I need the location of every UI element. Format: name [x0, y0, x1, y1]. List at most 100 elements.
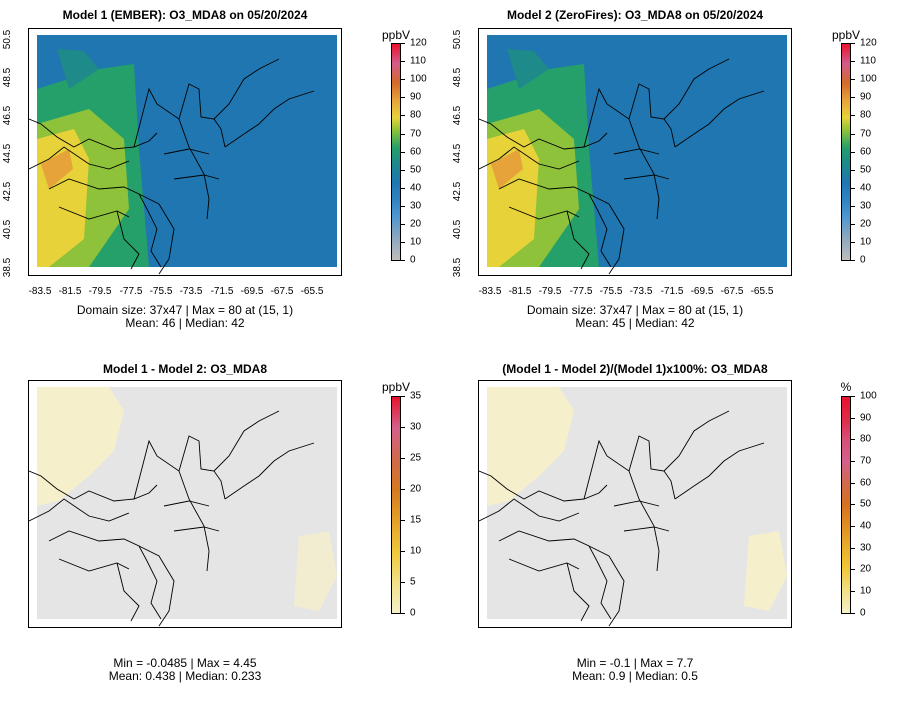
- colorbar-tick: 110: [410, 55, 426, 67]
- x-tick: -83.5: [478, 286, 502, 297]
- map-frame: [28, 28, 342, 276]
- colorbar-tick: 60: [860, 146, 872, 158]
- colorbar-tick: 90: [410, 91, 422, 103]
- colorbar-tick: 30: [860, 542, 872, 554]
- stats-line-2: Mean: 0.9 | Median: 0.5: [572, 669, 698, 683]
- y-tick: 42.5: [2, 181, 14, 202]
- colorbar-tick: 20: [860, 563, 872, 575]
- x-tick: -67.5: [270, 286, 294, 297]
- colorbar-tick: 70: [860, 455, 872, 467]
- stats-line-1: Domain size: 37x47 | Max = 80 at (15, 1): [76, 303, 294, 317]
- colorbar-tick: 120: [410, 37, 427, 49]
- colorbar-tick: 10: [860, 236, 872, 248]
- y-tick: 48.5: [452, 67, 464, 88]
- colorbar-tick: 0: [860, 254, 866, 266]
- x-tick: -67.5: [720, 286, 744, 297]
- y-tick: 48.5: [2, 67, 14, 88]
- panel-title: Model 1 (EMBER): O3_MDA8 on 05/20/2024: [62, 8, 308, 22]
- colorbar-tick: 70: [860, 128, 872, 140]
- map-ozone-field: [29, 35, 337, 275]
- colorbar: [391, 396, 401, 614]
- y-tick: 42.5: [452, 181, 464, 202]
- colorbar-tick: 30: [860, 200, 872, 212]
- x-tick: -83.5: [28, 286, 52, 297]
- x-tick: -69.5: [240, 286, 264, 297]
- panel-title: (Model 1 - Model 2)/(Model 1)x100%: O3_M…: [502, 362, 768, 376]
- colorbar: [841, 43, 851, 261]
- x-tick: -65.5: [300, 286, 324, 297]
- x-tick: -73.5: [179, 286, 203, 297]
- stats-line-1: Min = -0.0485 | Max = 4.45: [113, 656, 257, 670]
- colorbar-tick: 50: [410, 164, 422, 176]
- colorbar-tick: 15: [410, 514, 422, 526]
- colorbar-tick: 60: [860, 477, 872, 489]
- colorbar-tick: 120: [860, 37, 877, 49]
- colorbar-tick: 30: [410, 421, 422, 433]
- colorbar-tick: 10: [860, 585, 872, 597]
- colorbar-tick: 0: [410, 254, 416, 266]
- y-tick: 50.5: [452, 29, 464, 50]
- colorbar-tick: 40: [860, 182, 872, 194]
- colorbar-tick: 50: [860, 498, 872, 510]
- map-difference-field: [29, 387, 337, 627]
- colorbar-tick: 80: [860, 109, 872, 121]
- map-frame: [28, 380, 342, 628]
- colorbar-tick: 80: [410, 109, 422, 121]
- colorbar-tick: 40: [860, 520, 872, 532]
- y-tick: 38.5: [452, 257, 464, 278]
- x-tick: -79.5: [88, 286, 112, 297]
- colorbar-tick: 70: [410, 128, 422, 140]
- map-frame: [478, 380, 792, 628]
- colorbar-tick: 20: [410, 218, 422, 230]
- x-tick: -75.5: [599, 286, 623, 297]
- colorbar-tick: 80: [860, 433, 872, 445]
- y-tick: 40.5: [452, 219, 464, 240]
- colorbar-tick: 20: [860, 218, 872, 230]
- colorbar-unit: ppbV: [381, 28, 411, 42]
- colorbar: [841, 396, 851, 614]
- colorbar-unit: ppbV: [381, 380, 411, 394]
- x-tick: -71.5: [210, 286, 234, 297]
- stats-line-2: Mean: 46 | Median: 42: [125, 316, 245, 330]
- map-percent-field: [479, 387, 787, 627]
- x-tick: -65.5: [750, 286, 774, 297]
- y-tick: 50.5: [2, 29, 14, 50]
- colorbar-unit: ppbV: [831, 28, 861, 42]
- map-frame: [478, 28, 792, 276]
- y-tick: 44.5: [452, 143, 464, 164]
- x-tick: -81.5: [508, 286, 532, 297]
- stats-line-2: Mean: 0.438 | Median: 0.233: [108, 669, 262, 683]
- colorbar-tick: 10: [410, 236, 422, 248]
- y-tick: 44.5: [2, 143, 14, 164]
- colorbar-unit: %: [840, 380, 852, 394]
- y-tick: 38.5: [2, 257, 14, 278]
- colorbar-tick: 60: [410, 146, 422, 158]
- colorbar: [391, 43, 401, 261]
- colorbar-tick: 0: [410, 607, 416, 619]
- map-ozone-field: [479, 35, 787, 275]
- stats-line-1: Domain size: 37x47 | Max = 80 at (15, 1): [526, 303, 744, 317]
- y-tick: 40.5: [2, 219, 14, 240]
- colorbar-tick: 100: [410, 73, 427, 85]
- stats-line-1: Min = -0.1 | Max = 7.7: [576, 656, 694, 670]
- x-tick: -77.5: [569, 286, 593, 297]
- colorbar-tick: 0: [860, 607, 866, 619]
- x-tick: -79.5: [538, 286, 562, 297]
- colorbar-tick: 5: [410, 576, 416, 588]
- x-tick: -73.5: [629, 286, 653, 297]
- colorbar-tick: 20: [410, 483, 422, 495]
- colorbar-tick: 40: [410, 182, 422, 194]
- panel-title: Model 1 - Model 2: O3_MDA8: [102, 362, 268, 376]
- colorbar-tick: 50: [860, 164, 872, 176]
- y-tick: 46.5: [452, 105, 464, 126]
- x-tick: -81.5: [58, 286, 82, 297]
- colorbar-tick: 25: [410, 452, 422, 464]
- colorbar-tick: 110: [860, 55, 876, 67]
- stats-line-2: Mean: 45 | Median: 42: [575, 316, 695, 330]
- colorbar-tick: 10: [410, 545, 422, 557]
- x-tick: -69.5: [690, 286, 714, 297]
- colorbar-tick: 90: [860, 91, 872, 103]
- colorbar-tick: 30: [410, 200, 422, 212]
- y-tick: 46.5: [2, 105, 14, 126]
- colorbar-tick: 35: [410, 390, 422, 402]
